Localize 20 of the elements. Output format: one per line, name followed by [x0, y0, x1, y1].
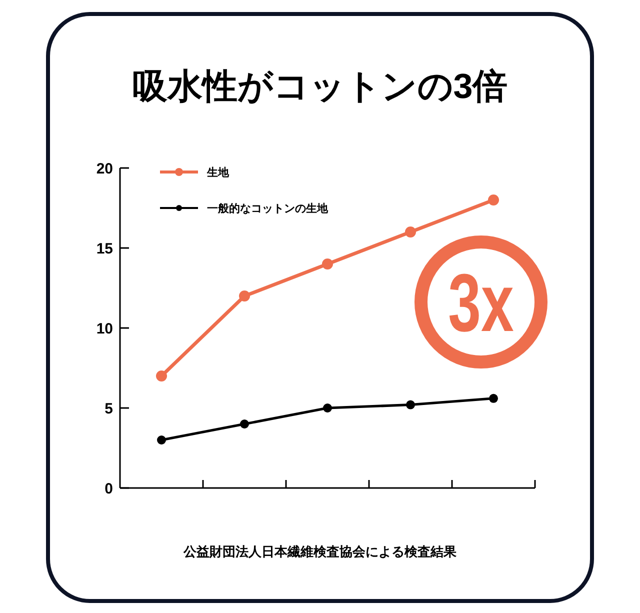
y-tick-label: 15	[96, 240, 113, 258]
point	[406, 400, 415, 410]
y-tick-label: 0	[104, 480, 113, 498]
point	[156, 370, 167, 382]
point	[323, 404, 332, 412]
y-tick-label: 10	[96, 320, 113, 338]
point	[488, 194, 499, 206]
point	[322, 258, 333, 270]
text: 公益財団法人日本繊維検査協会による検査結果	[182, 544, 458, 559]
point	[239, 290, 250, 302]
point	[405, 226, 416, 238]
legend-label: 一般的なコットンの生地	[207, 202, 329, 215]
chart-title: 吸水性がコットンの3倍	[132, 67, 508, 106]
y-tick-label: 5	[104, 400, 113, 418]
legend-label: 生地	[206, 166, 230, 179]
point	[240, 420, 249, 428]
annotation: 3x	[448, 258, 514, 350]
point	[489, 394, 498, 403]
point	[157, 436, 166, 444]
y-tick-label: 20	[96, 160, 113, 178]
